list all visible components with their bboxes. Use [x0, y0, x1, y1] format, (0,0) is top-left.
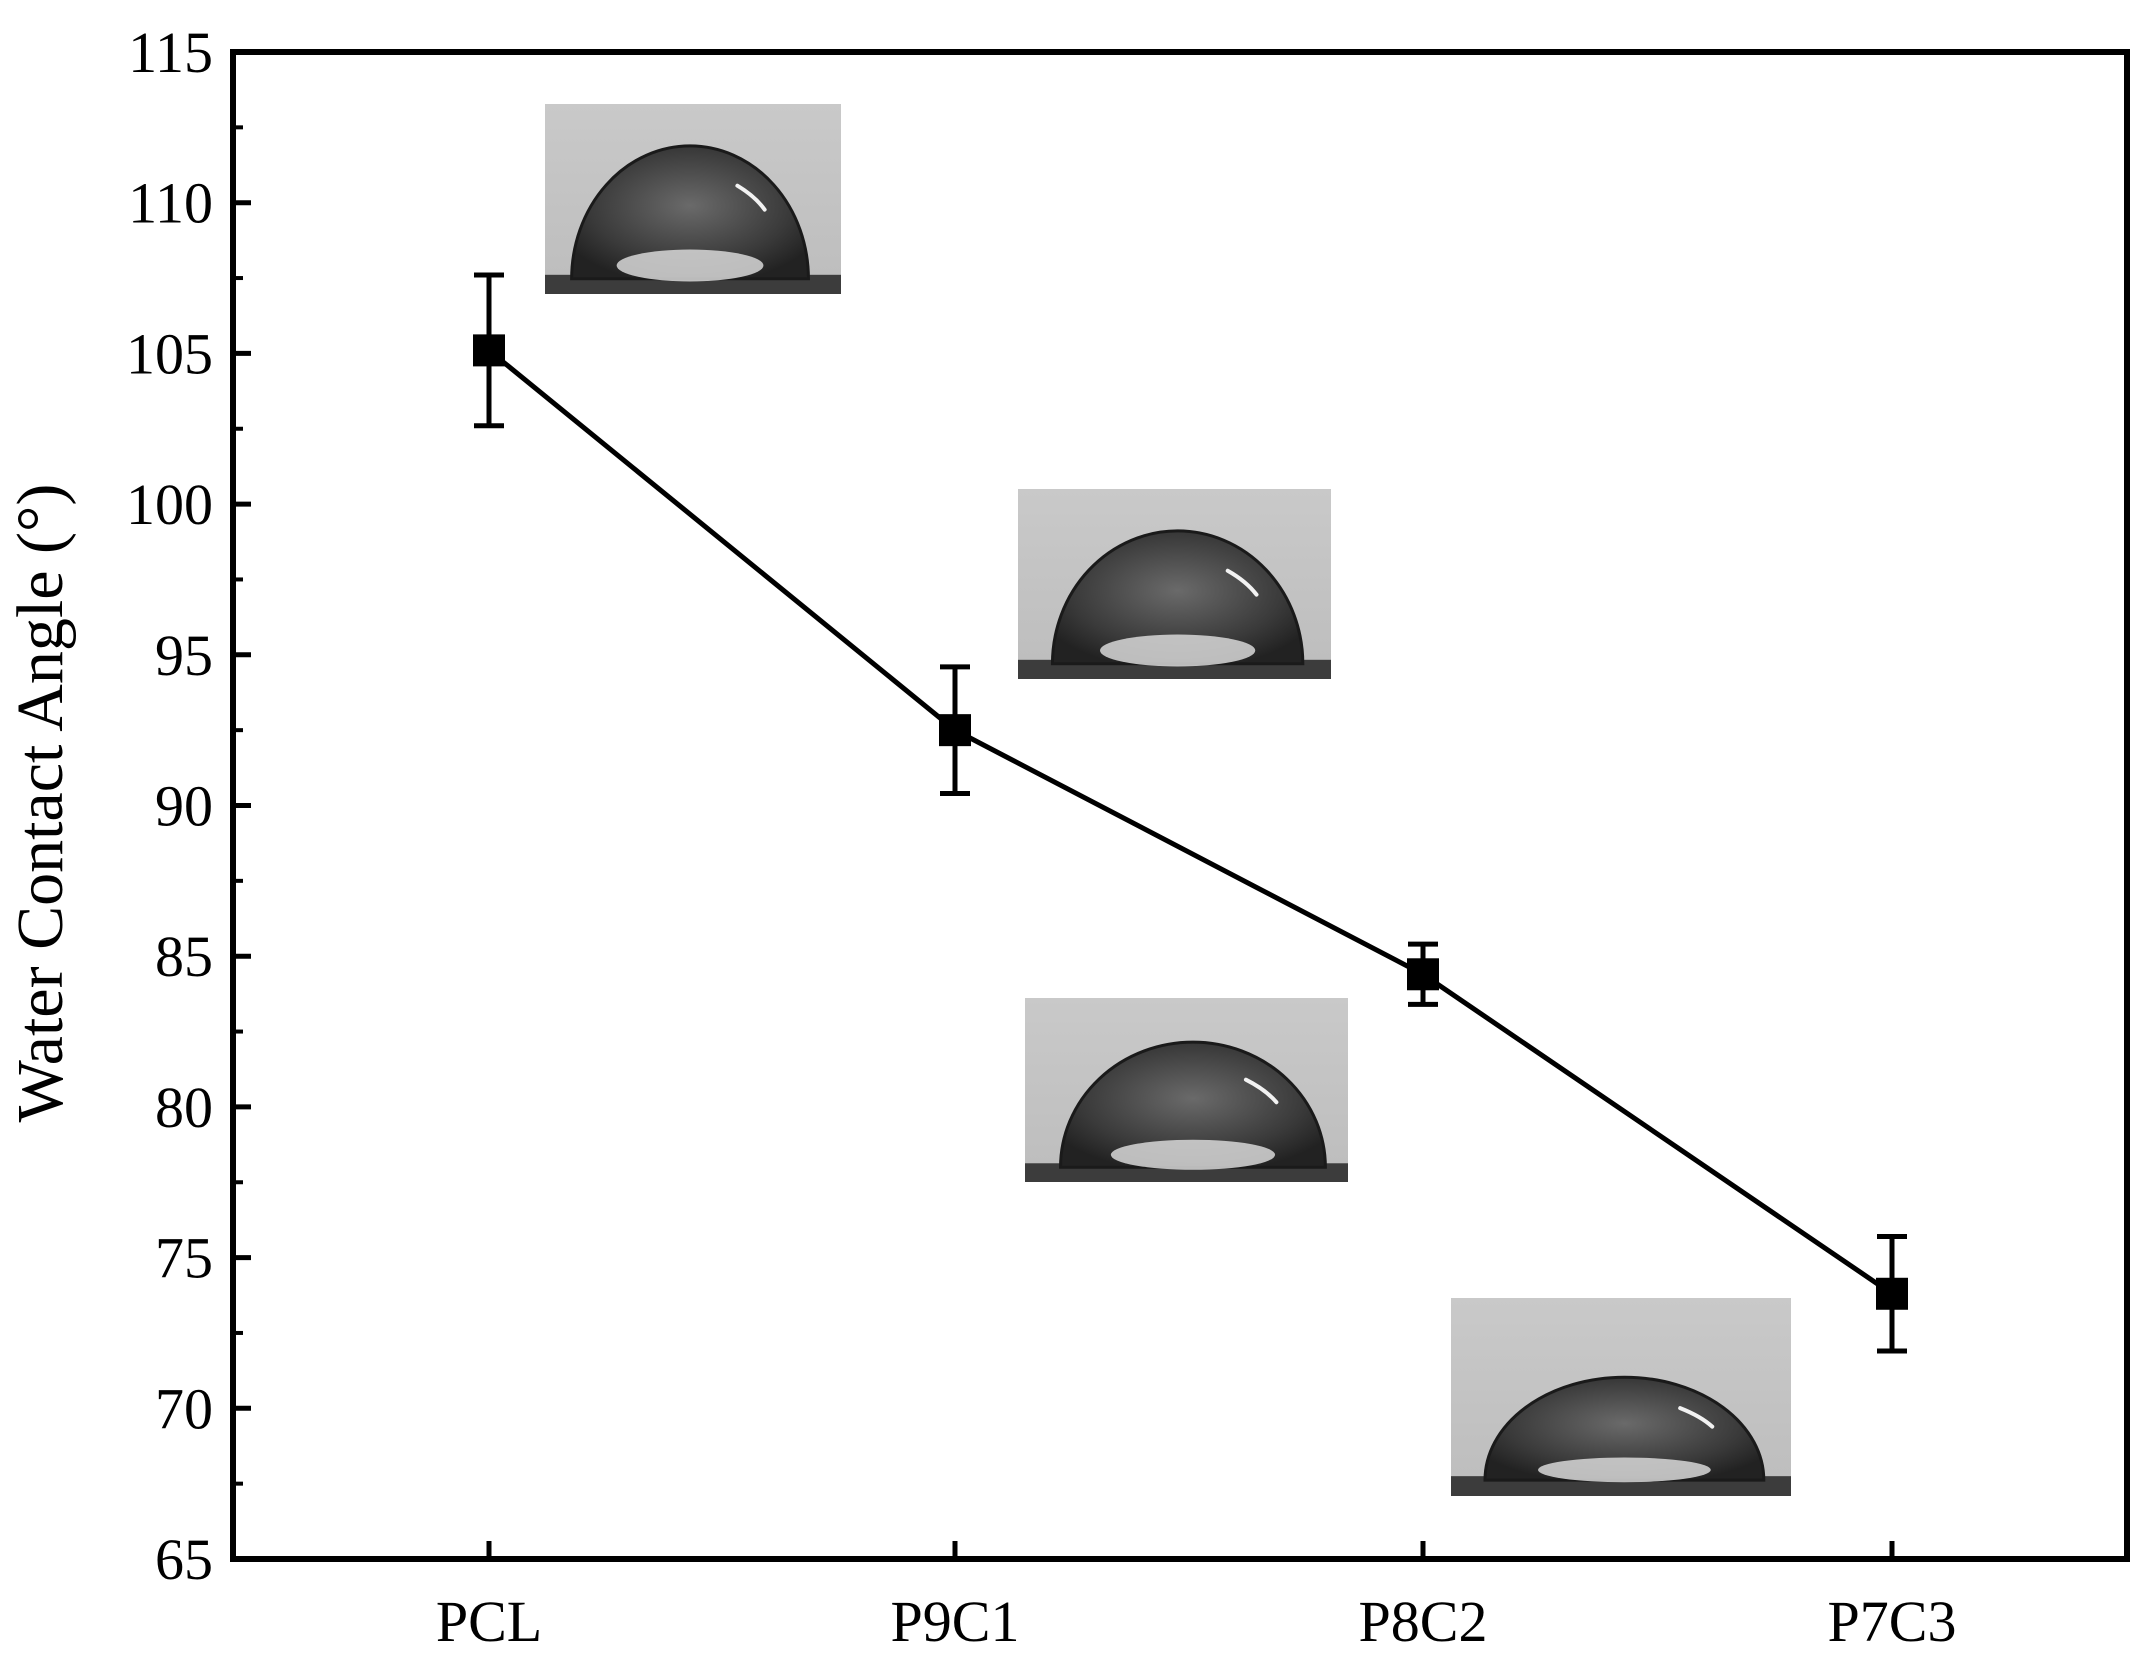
x-tick-label: PCL: [436, 1589, 542, 1654]
data-point: [939, 714, 971, 747]
inset-droplet: [1483, 1375, 1766, 1482]
x-tick-label: P8C2: [1359, 1589, 1488, 1654]
y-tick-label: 80: [155, 1075, 213, 1140]
inset-droplet-highlight: [1678, 1406, 1715, 1429]
y-tick-label: 75: [155, 1226, 213, 1291]
data-point: [473, 334, 505, 367]
inset-photos: [545, 104, 1791, 1496]
inset-droplet-reflection: [1537, 1457, 1711, 1483]
y-axis-title: Water Contact Angle (°): [4, 484, 77, 1123]
inset-droplet-highlight: [735, 183, 767, 212]
y-tick-label: 100: [126, 472, 213, 537]
inset-droplet-reflection: [616, 249, 764, 282]
inset-droplet: [1059, 1040, 1327, 1169]
plot-area: 65 70 75 80 85 90 95 100 105 110 115 PCL P9C1 P8C2 P7C…: [126, 20, 2130, 1654]
droplet-inset-p9c1: [1018, 489, 1331, 679]
droplet-inset-p8c2: [1025, 998, 1348, 1182]
inset-droplet: [570, 144, 810, 281]
data-point: [1407, 958, 1439, 991]
x-tick-label: P7C3: [1828, 1589, 1957, 1654]
droplet-inset-pcl: [545, 104, 841, 294]
inset-droplet-highlight: [1225, 568, 1259, 597]
y-tick-label: 85: [155, 924, 213, 989]
y-tick-label: 110: [128, 171, 213, 236]
plot-frame: [230, 49, 2130, 1562]
y-tick-label: 90: [155, 774, 213, 839]
y-tick-label: 105: [126, 321, 213, 386]
inset-droplet: [1050, 529, 1305, 666]
data-point: [1876, 1277, 1908, 1310]
y-tick-label: 115: [128, 20, 213, 85]
inset-droplet-reflection: [1100, 634, 1256, 667]
y-tick-label: 65: [155, 1527, 213, 1592]
y-tick-label: 95: [155, 623, 213, 688]
inset-droplet-highlight: [1243, 1077, 1279, 1105]
x-tick-label: P9C1: [891, 1589, 1020, 1654]
series-line: [487, 348, 1894, 1296]
droplet-inset-p7c3: [1451, 1298, 1791, 1496]
inset-droplet-reflection: [1110, 1139, 1276, 1170]
y-tick-label: 70: [155, 1376, 213, 1441]
